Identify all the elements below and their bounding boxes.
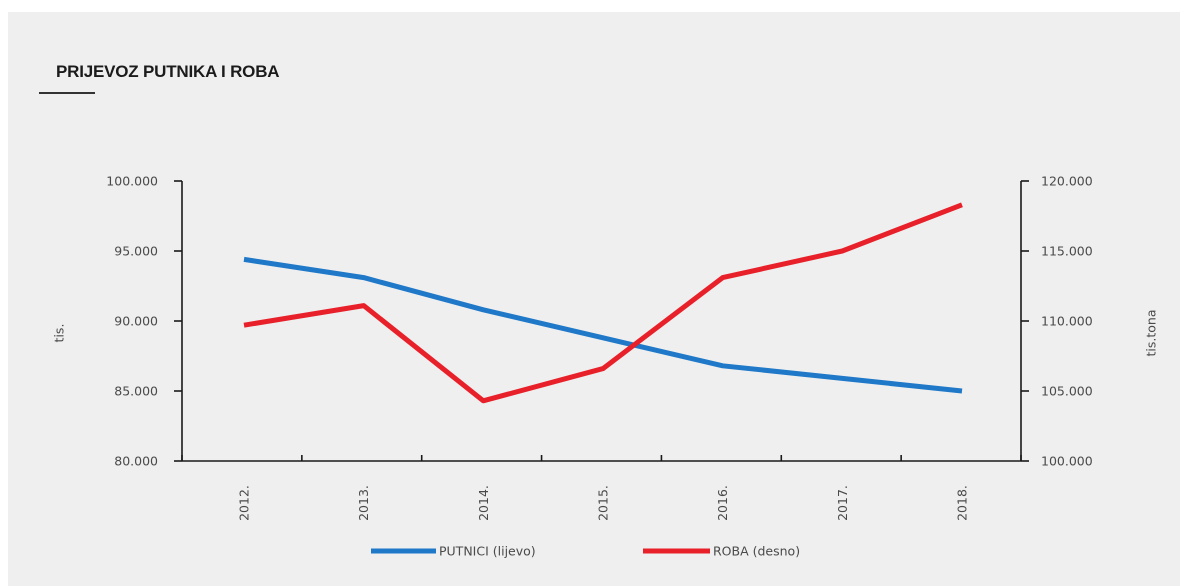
- series-line-roba: [243, 202, 963, 404]
- left-y-tick-label: 80.000: [114, 454, 158, 469]
- left-y-tick-label: 100.000: [106, 174, 158, 189]
- legend: PUTNICI (lijevo) ROBA (desno): [371, 544, 800, 559]
- x-tick-label: 2016.: [715, 485, 730, 521]
- x-tick-label: 2018.: [955, 485, 970, 521]
- chart-title: PRIJEVOZ PUTNIKA I ROBA: [56, 62, 280, 81]
- left-y-tick-label: 95.000: [114, 244, 158, 259]
- x-tick-label: 2014.: [476, 485, 491, 521]
- legend-label: ROBA (desno): [713, 544, 800, 559]
- title-underline: [39, 92, 95, 94]
- x-tick-label: 2017.: [835, 485, 850, 521]
- axes-group: 80.000 85.000 90.000 95.000 100.000 100.000 10…: [52, 174, 1159, 521]
- right-axis-title: tis.tona: [1144, 310, 1159, 357]
- left-axis-title: tis.: [52, 324, 67, 343]
- right-y-tick-label: 105.000: [1041, 384, 1093, 399]
- x-tick-label: 2015.: [596, 485, 611, 521]
- chart-panel: [8, 12, 1180, 586]
- legend-label: PUTNICI (lijevo): [439, 544, 536, 559]
- left-y-tick-label: 85.000: [114, 384, 158, 399]
- right-y-tick-label: 100.000: [1041, 454, 1093, 469]
- left-y-tick-label: 90.000: [114, 314, 158, 329]
- right-y-tick-label: 120.000: [1041, 174, 1093, 189]
- right-y-tick-label: 115.000: [1041, 244, 1093, 259]
- x-tick-label: 2012.: [237, 485, 252, 521]
- series-line-putnici: [243, 256, 963, 394]
- x-tick-label: 2013.: [356, 485, 371, 521]
- right-y-tick-label: 110.000: [1041, 314, 1093, 329]
- series-lines: [243, 202, 963, 404]
